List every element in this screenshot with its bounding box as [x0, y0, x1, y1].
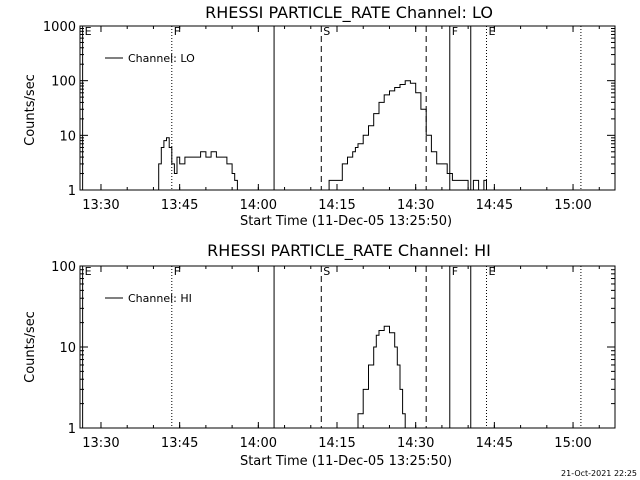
panel-lo-legend: Channel: LO	[105, 52, 195, 65]
x-tick-label: 14:15	[318, 436, 355, 451]
panel-lo-x-axis: 13:30 13:45 14:00 14:15 14:30 14:45 15:00	[82, 26, 600, 213]
y-tick-label: 1	[68, 184, 76, 199]
marker-label: F	[174, 25, 180, 38]
y-tick-label: 1000	[43, 20, 76, 35]
marker-label: F	[174, 265, 180, 278]
panel-lo-y-label: Counts/sec	[23, 74, 38, 146]
x-tick-label: 14:45	[476, 198, 513, 213]
panel-lo-y-axis: 1 10 100 1000	[43, 20, 615, 199]
x-tick-label: 14:00	[240, 198, 277, 213]
panel-hi-series-line	[352, 325, 406, 429]
panel-lo-x-label: Start Time (11-Dec-05 13:25:50)	[240, 214, 452, 229]
panel-hi-x-label: Start Time (11-Dec-05 13:25:50)	[240, 454, 452, 469]
marker-label: E	[85, 25, 92, 38]
marker-label: F	[452, 265, 458, 278]
x-tick-label: 14:15	[318, 198, 355, 213]
panel-lo-frame	[79, 25, 616, 191]
panel-hi-legend-label: Channel: HI	[128, 292, 192, 305]
panel-hi-x-axis: 13:30 13:45 14:00 14:15 14:30 14:45 15:00	[82, 266, 600, 451]
panel-lo-series-line	[156, 80, 490, 191]
panel-lo: RHESSI PARTICLE_RATE Channel: LO E F S F E 1…	[23, 3, 616, 229]
panel-hi-legend: Channel: HI	[105, 292, 192, 305]
x-tick-label: 14:30	[397, 198, 434, 213]
y-tick-label: 10	[59, 341, 76, 356]
x-tick-label: 14:45	[476, 436, 513, 451]
panel-hi-y-axis: 1 10 100	[51, 260, 615, 437]
x-tick-label: 13:45	[161, 436, 198, 451]
x-tick-label: 14:00	[240, 436, 277, 451]
marker-label: E	[488, 265, 495, 278]
marker-label: S	[323, 25, 330, 38]
y-tick-label: 1	[68, 422, 76, 437]
panel-hi-y-label: Counts/sec	[23, 311, 38, 383]
y-tick-label: 100	[51, 75, 76, 90]
marker-label: E	[488, 25, 495, 38]
panel-hi-frame	[79, 265, 616, 429]
marker-label: F	[452, 25, 458, 38]
panel-hi-title: RHESSI PARTICLE_RATE Channel: HI	[207, 241, 491, 261]
x-tick-label: 13:30	[82, 436, 119, 451]
x-tick-label: 15:00	[554, 436, 591, 451]
panel-lo-legend-label: Channel: LO	[128, 52, 195, 65]
panel-hi: RHESSI PARTICLE_RATE Channel: HI E F S F E 1…	[23, 241, 616, 469]
x-tick-label: 14:30	[397, 436, 434, 451]
x-tick-label: 15:00	[554, 198, 591, 213]
x-tick-label: 13:30	[82, 198, 119, 213]
panel-lo-title: RHESSI PARTICLE_RATE Channel: LO	[205, 3, 493, 23]
y-tick-label: 100	[51, 260, 76, 275]
timestamp: 21-Oct-2021 22:25	[561, 469, 637, 478]
x-tick-label: 13:45	[161, 198, 198, 213]
marker-label: S	[323, 265, 330, 278]
marker-label: E	[85, 265, 92, 278]
y-tick-label: 10	[59, 129, 76, 144]
